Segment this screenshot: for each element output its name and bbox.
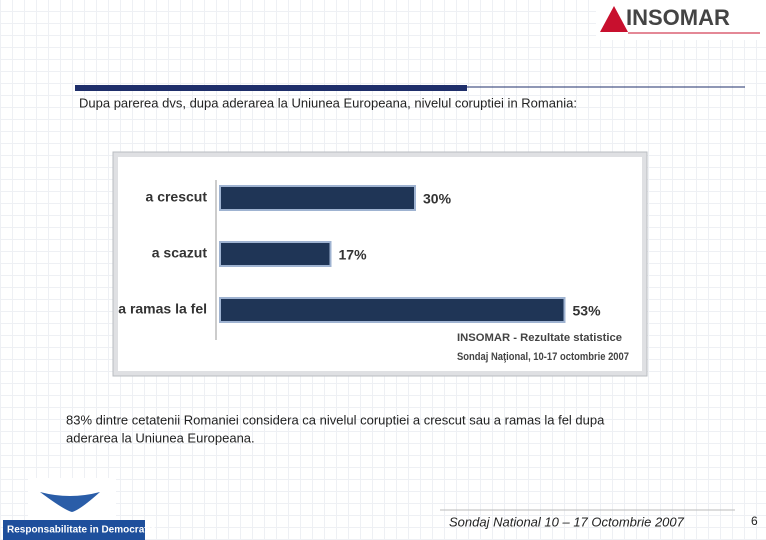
value-label: 30% [423, 191, 452, 207]
category-label: a ramas la fel [118, 301, 207, 317]
bar [219, 297, 566, 323]
footer: Sondaj National 10 – 17 Octombrie 2007 [449, 514, 685, 529]
value-label: 17% [339, 247, 368, 263]
chart: INSOMAR - Rezultate statistice Sondaj Na… [112, 151, 648, 377]
heading: Dupa parerea dvs, dupa aderarea la Uniun… [79, 95, 577, 110]
caption-line: 83% dintre cetatenii Romaniei considera … [66, 412, 605, 427]
footer-logo-band [3, 520, 145, 540]
bar [219, 185, 416, 211]
caption-line: aderarea la Uniunea Europeana. [66, 430, 255, 445]
footer-logo-text: Responsabilitate in Democratie [7, 525, 156, 536]
chart-note: INSOMAR - Rezultate statistice [457, 332, 622, 344]
value-label: 53% [573, 303, 602, 319]
footer-logo-mark [40, 492, 100, 512]
insomar-logo: INSOMAR [596, 0, 766, 40]
category-label: a scazut [152, 245, 208, 261]
footer-logo: Responsabilitate in Democratie [3, 478, 156, 540]
page-number: 6 [751, 514, 758, 528]
logo-text: INSOMAR [626, 5, 730, 30]
logo-mark [600, 6, 628, 32]
category-label: a crescut [146, 189, 208, 205]
bar [219, 241, 332, 267]
chart-note: Sondaj Naţional, 10-17 octombrie 2007 [457, 351, 629, 363]
